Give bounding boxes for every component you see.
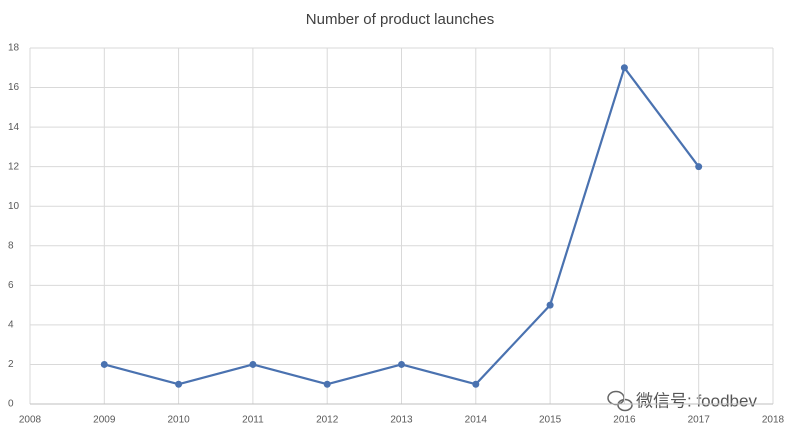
data-point (620, 64, 628, 72)
x-tick-label: 2013 (390, 415, 413, 426)
data-point (323, 380, 331, 388)
y-tick-label: 0 (8, 399, 14, 410)
data-point (175, 380, 183, 388)
watermark: 微信号: foodbev (636, 391, 757, 410)
x-tick-label: 2008 (19, 415, 42, 426)
watermark-icon (607, 390, 633, 412)
x-tick-label: 2010 (167, 415, 190, 426)
data-point (472, 380, 480, 388)
data-point (398, 360, 405, 368)
data-point (249, 360, 257, 368)
y-tick-label: 18 (8, 43, 20, 54)
chart-title: Number of product launches (306, 11, 494, 28)
y-tick-label: 8 (8, 240, 14, 251)
x-tick-label: 2018 (762, 415, 785, 426)
x-tick-label: 2009 (93, 415, 116, 426)
x-tick-label: 2017 (688, 415, 711, 426)
x-tick-label: 2011 (242, 415, 264, 426)
y-tick-label: 10 (8, 201, 20, 212)
x-tick-label: 2014 (465, 415, 488, 426)
data-point (695, 163, 703, 171)
x-tick-label: 2012 (316, 415, 339, 426)
y-tick-label: 4 (8, 320, 14, 331)
y-tick-label: 14 (8, 122, 20, 133)
x-tick-label: 2015 (539, 415, 562, 426)
data-point (546, 301, 554, 309)
data-point (100, 360, 108, 368)
x-tick-label: 2016 (613, 415, 636, 426)
y-tick-label: 6 (8, 280, 14, 291)
y-tick-label: 2 (8, 359, 14, 370)
y-tick-label: 12 (8, 161, 20, 172)
y-tick-label: 16 (8, 82, 20, 93)
